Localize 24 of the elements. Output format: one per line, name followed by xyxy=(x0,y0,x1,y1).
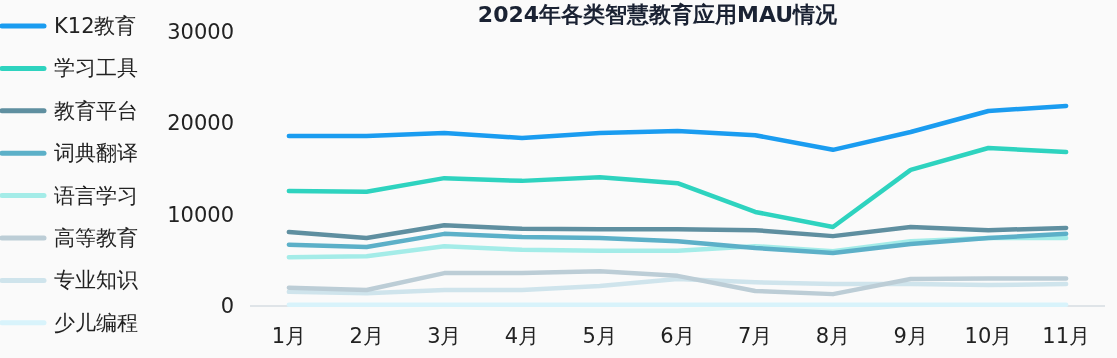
legend-label: K12教育 xyxy=(54,14,137,38)
x-tick-label: 2月 xyxy=(349,324,384,348)
y-tick-label: 10000 xyxy=(167,202,234,227)
legend-label: 少儿编程 xyxy=(54,310,138,335)
y-tick-label: 0 xyxy=(220,294,234,318)
chart-title: 2024年各类智慧教育应用MAU情况 xyxy=(477,2,839,27)
legend-label: 词典翻译 xyxy=(54,141,138,166)
x-tick-label: 10月 xyxy=(964,324,1013,348)
y-tick-label: 20000 xyxy=(167,111,234,136)
x-tick-label: 8月 xyxy=(815,324,851,348)
x-tick-label: 11月 xyxy=(1042,324,1090,348)
x-tick-label: 9月 xyxy=(893,324,928,348)
y-tick-label: 30000 xyxy=(167,20,234,44)
legend-label: 高等教育 xyxy=(54,226,138,250)
legend-label: 专业知识 xyxy=(54,268,138,293)
legend-label: 语言学习 xyxy=(54,183,138,208)
x-tick-label: 4月 xyxy=(504,324,540,348)
legend-label: 学习工具 xyxy=(54,56,138,81)
x-tick-label: 3月 xyxy=(427,324,462,348)
x-tick-label: 6月 xyxy=(660,324,695,348)
x-tick-label: 7月 xyxy=(738,324,773,348)
x-tick-label: 1月 xyxy=(271,324,307,348)
x-tick-label: 5月 xyxy=(582,324,617,348)
legend-label: 教育平台 xyxy=(54,98,138,123)
